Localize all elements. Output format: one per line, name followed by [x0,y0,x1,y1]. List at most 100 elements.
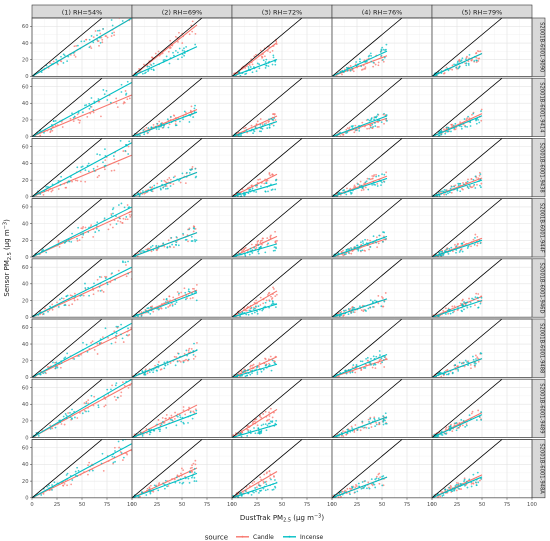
data-point-candle [468,297,470,300]
data-point-incense [87,410,90,413]
data-point-candle [476,356,479,359]
data-point-incense [441,250,444,253]
data-point-candle [82,294,85,297]
data-point-incense [166,363,169,366]
data-point-incense [260,430,263,433]
data-point-candle [268,45,270,48]
data-point-incense [274,479,276,481]
data-point-incense [266,488,269,491]
data-point-incense [369,299,372,302]
data-point-incense [381,240,384,243]
data-point-incense [268,306,271,309]
data-point-incense [39,193,42,195]
data-point-incense [258,431,261,433]
data-point-incense [111,24,114,27]
data-point-incense [262,487,265,490]
data-point-incense [142,129,145,132]
data-point-candle [165,417,167,420]
data-point-incense [368,119,371,122]
data-point-incense [92,167,95,170]
reference-line [132,319,203,378]
data-point-candle [157,419,160,421]
legend-item: Incense [283,534,323,541]
data-point-incense [474,481,477,484]
data-point-incense [272,249,275,252]
data-point-incense [466,361,468,363]
panel-border [431,198,533,258]
data-point-incense [460,362,463,365]
data-point-candle [259,304,262,306]
data-point-incense [46,185,49,188]
reference-line [432,319,503,378]
data-point-incense [350,312,353,314]
data-point-incense [274,63,277,66]
data-point-incense [85,410,87,413]
data-point-incense [164,301,167,303]
data-point-incense [193,480,196,482]
data-point-incense [385,117,388,120]
data-point-incense [260,130,263,133]
data-point-incense [339,311,342,314]
data-point-incense [465,58,467,61]
data-point-incense [261,309,264,312]
data-point-incense [191,292,193,295]
data-point-incense [162,242,165,245]
data-point-incense [106,99,109,101]
data-point-incense [256,62,259,65]
data-point-incense [63,242,66,244]
data-point-incense [237,432,240,435]
reference-line [332,78,403,137]
data-point-candle [57,239,60,242]
data-point-candle [374,367,377,369]
data-point-candle [480,108,483,111]
data-point-incense [379,51,382,53]
data-point-candle [478,174,481,177]
y-tick-label: 60 [22,145,29,151]
data-point-candle [244,126,247,129]
regression-line-incense [332,115,388,137]
data-point-candle [474,304,476,307]
data-point-incense [385,48,387,51]
data-point-candle [269,174,272,177]
data-point-incense [374,486,377,489]
y-axis-title: Sensor PM2.5 (μg m−3) [3,219,13,297]
data-point-incense [150,246,152,248]
data-point-candle [261,243,263,246]
data-point-incense [346,131,349,134]
data-point-candle [180,472,182,475]
data-point-incense [88,294,90,297]
data-point-incense [165,187,167,190]
data-point-candle [113,395,116,398]
column-strip-label: (4) RH=76% [362,9,403,17]
data-point-candle [49,62,51,65]
data-point-candle [275,40,278,43]
panel-marks [232,18,303,77]
data-point-incense [246,374,248,377]
data-point-candle [443,128,445,131]
data-point-incense [369,306,372,309]
data-point-incense [71,408,73,411]
panel [31,77,133,137]
data-point-incense [194,43,197,46]
data-point-candle [182,406,185,408]
data-point-incense [257,244,260,247]
data-point-incense [68,180,71,183]
data-point-incense [126,80,129,83]
data-point-candle [268,415,271,417]
x-tick-label: 100 [527,502,537,508]
data-point-incense [102,161,104,164]
data-point-candle [115,102,118,105]
data-point-candle [158,482,161,484]
data-point-incense [71,232,73,235]
data-point-candle [443,72,445,75]
data-point-incense [239,315,242,318]
data-point-candle [375,236,378,239]
data-point-incense [274,246,277,249]
data-point-incense [459,190,462,193]
data-point-candle [110,35,113,37]
data-point-candle [262,302,265,305]
data-point-candle [273,360,275,362]
data-point-candle [179,181,182,184]
data-point-candle [455,489,458,492]
panel [431,77,533,137]
